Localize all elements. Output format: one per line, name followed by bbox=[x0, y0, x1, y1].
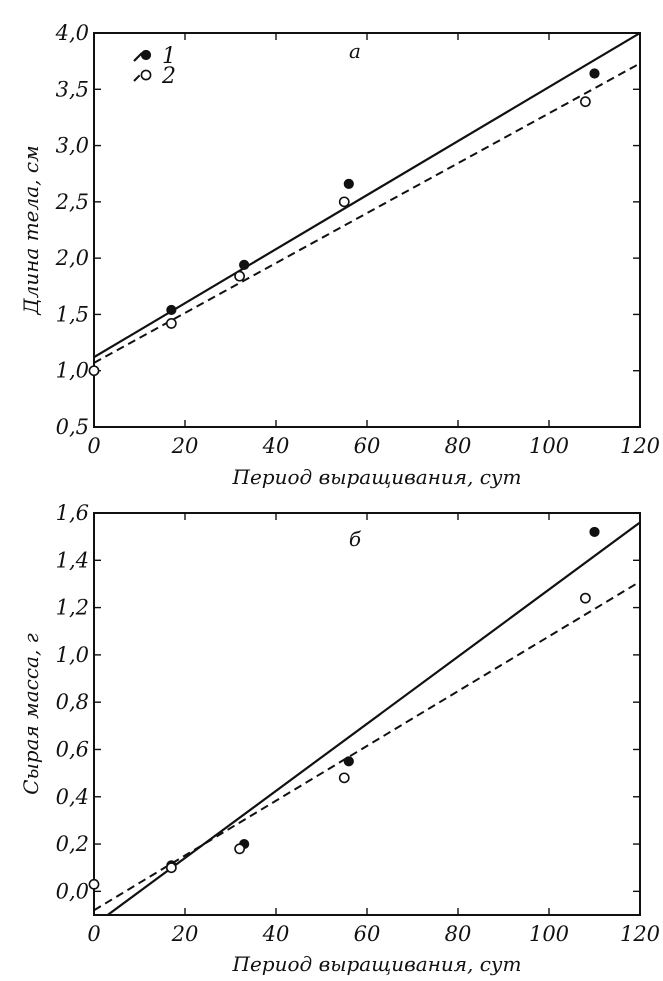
y-tick-label: 2,5 bbox=[55, 190, 89, 214]
x-axis-label: Период выращивания, сут bbox=[232, 952, 522, 976]
x-tick-label: 100 bbox=[529, 434, 569, 458]
series-1-point bbox=[239, 259, 250, 270]
y-tick-label: 4,0 bbox=[55, 21, 89, 45]
x-tick-label: 0 bbox=[87, 434, 100, 458]
y-tick-label: 0,8 bbox=[56, 690, 89, 714]
series-2-point bbox=[580, 592, 591, 604]
series-1-point bbox=[343, 178, 354, 189]
panel-b-wet-mass-chart: 0 20 40 60 80 100 120 0,0 0,2 0,4 0,6 0,8 1,0 1,2 1,4 1… bbox=[19, 501, 660, 976]
y-tick-label: 1,6 bbox=[56, 501, 89, 525]
y-tick-label: 3,5 bbox=[56, 77, 89, 101]
y-tick-label: 0,2 bbox=[56, 832, 89, 856]
series-2-point bbox=[165, 862, 177, 874]
legend-marker bbox=[140, 49, 152, 61]
series-1-point bbox=[343, 756, 354, 767]
x-tick-label: 120 bbox=[620, 922, 660, 946]
x-tick-label: 80 bbox=[445, 922, 472, 946]
y-tick-label: 1,0 bbox=[56, 359, 89, 383]
series-2-point bbox=[88, 365, 100, 377]
series-2-point bbox=[338, 772, 350, 784]
series-1-fit-line bbox=[106, 521, 640, 915]
series-2-point bbox=[580, 96, 591, 108]
legend-line-sample bbox=[133, 72, 143, 82]
series-2-point bbox=[338, 196, 350, 208]
x-tick-label: 60 bbox=[354, 434, 381, 458]
y-tick-label: 0,4 bbox=[56, 785, 89, 809]
y-tick-label: 3,0 bbox=[56, 134, 89, 158]
x-tick-label: 40 bbox=[262, 434, 290, 458]
series-2-point bbox=[234, 270, 245, 282]
x-tick-label: 20 bbox=[171, 922, 199, 946]
x-tick-label: 60 bbox=[354, 922, 381, 946]
legend: 12 bbox=[133, 44, 176, 89]
series-2-fit-line bbox=[94, 580, 640, 912]
x-axis-label: Период выращивания, сут bbox=[232, 465, 522, 489]
panel-a-body-length-chart: 0 20 40 60 80 100 120 0,5 1,0 1,5 2,0 2,5 3,0 3,5 4,0 П… bbox=[19, 21, 660, 489]
series-2-point bbox=[165, 318, 177, 329]
y-tick-label: 1,0 bbox=[56, 643, 89, 667]
y-axis-label: Сырая масса, г bbox=[19, 633, 43, 795]
y-tick-label: 0,0 bbox=[56, 879, 89, 903]
legend-marker bbox=[140, 69, 152, 81]
y-tick-label: 0,6 bbox=[56, 737, 89, 761]
y-tick-label: 1,5 bbox=[56, 302, 89, 326]
y-axis-label: Длина тела, см bbox=[19, 145, 43, 315]
plot-frame bbox=[93, 512, 641, 916]
series-2-fit-line bbox=[94, 62, 640, 364]
plot-frame bbox=[93, 32, 641, 428]
series-1-fit-line bbox=[94, 33, 640, 359]
x-tick-label: 20 bbox=[171, 434, 199, 458]
series-1-point bbox=[166, 304, 177, 316]
series-2-point bbox=[234, 843, 245, 855]
series-1-point bbox=[589, 526, 600, 538]
legend-label: 1 bbox=[162, 44, 176, 69]
x-tick-label: 100 bbox=[529, 922, 569, 946]
x-tick-label: 80 bbox=[445, 434, 472, 458]
y-tick-label: 2,0 bbox=[55, 246, 89, 270]
panel-label: б bbox=[349, 527, 362, 551]
series-2-point bbox=[88, 878, 100, 890]
series-1-point bbox=[589, 68, 600, 79]
y-tick-label: 1,2 bbox=[56, 596, 89, 620]
y-tick-label: 1,4 bbox=[56, 548, 89, 572]
y-tick-label: 0,5 bbox=[56, 415, 89, 439]
x-tick-label: 40 bbox=[262, 922, 290, 946]
x-tick-label: 0 bbox=[87, 922, 100, 946]
panel-label: а bbox=[349, 39, 361, 63]
x-tick-label: 120 bbox=[620, 434, 660, 458]
legend-line-sample bbox=[133, 52, 143, 62]
legend-label: 2 bbox=[161, 64, 176, 89]
